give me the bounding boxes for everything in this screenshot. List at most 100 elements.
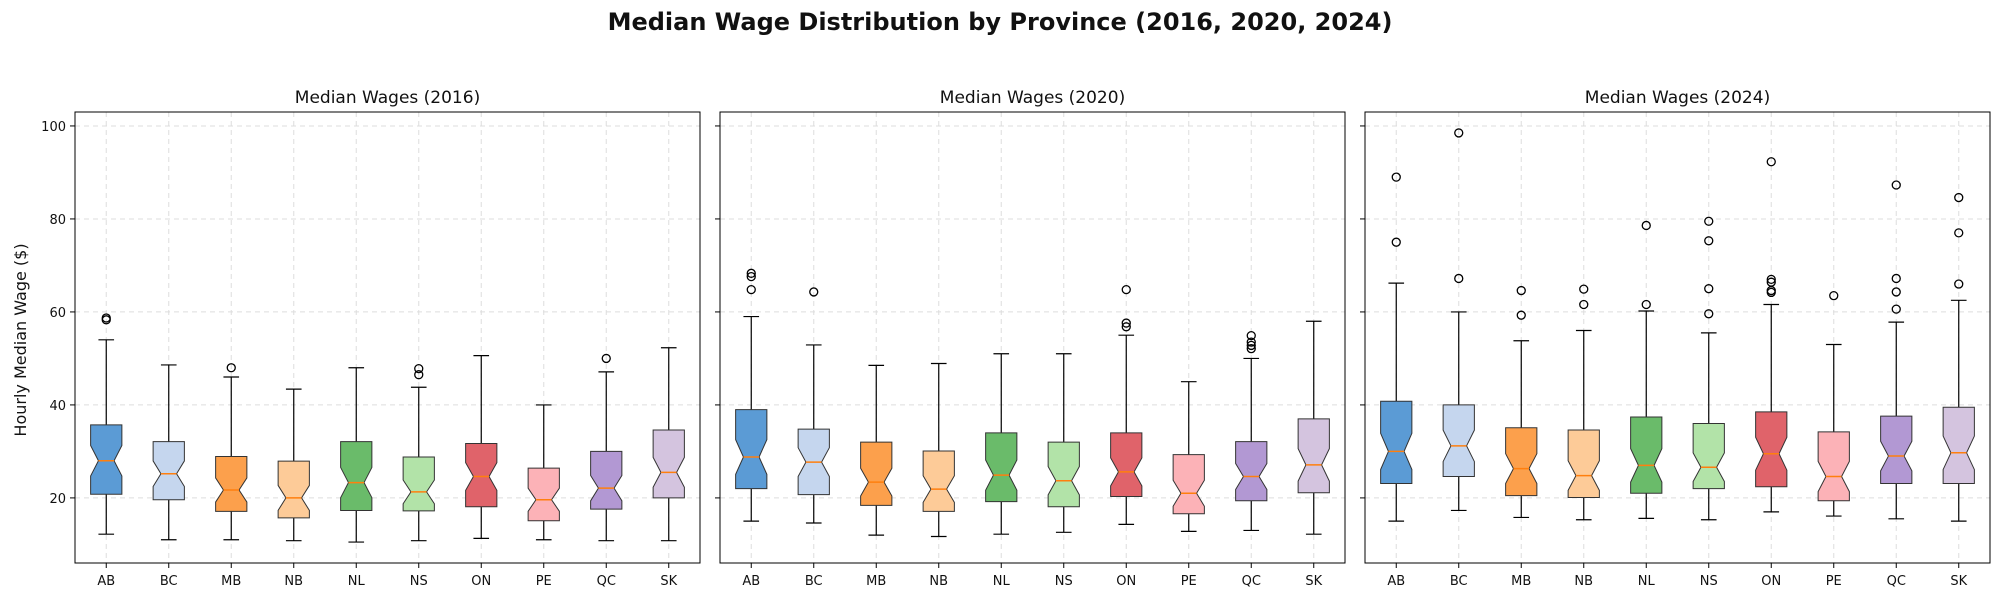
outlier-point <box>1891 273 1901 284</box>
x-tick-label: QC <box>597 574 616 589</box>
box-body <box>922 450 955 512</box>
outlier-point <box>746 268 756 278</box>
x-tick-label: NL <box>348 574 366 589</box>
outlier-point <box>1246 340 1256 351</box>
outlier-point <box>1391 237 1401 247</box>
x-tick-label: MB <box>1511 574 1531 589</box>
x-tick-label: NL <box>1638 574 1656 589</box>
box-QC <box>1235 330 1268 532</box>
box-body <box>735 409 768 490</box>
x-tick-label: SK <box>1305 574 1322 589</box>
outlier-point <box>1829 291 1839 301</box>
box-body <box>1172 454 1205 515</box>
x-tick-label: AB <box>1387 574 1405 589</box>
box-body <box>1567 429 1600 498</box>
x-tick-label: QC <box>1887 574 1906 589</box>
x-tick-label: BC <box>160 574 178 589</box>
x-tick-label: NS <box>1700 574 1718 589</box>
box-body <box>340 441 373 511</box>
box-QC <box>1880 180 1913 520</box>
box-ON <box>1755 157 1788 513</box>
y-tick-label: 80 <box>49 213 66 228</box>
outlier-point <box>1246 330 1256 341</box>
outlier-point <box>1246 337 1256 347</box>
outlier-point <box>1121 322 1131 332</box>
outlier-point <box>1891 180 1901 190</box>
x-tick-label: BC <box>1450 574 1468 589</box>
box-NL <box>985 353 1018 535</box>
y-tick-label: 60 <box>49 306 66 321</box>
box-body <box>1235 441 1268 502</box>
box-NB <box>1567 284 1600 521</box>
outlier-point <box>746 284 756 295</box>
box-PE <box>1172 381 1205 532</box>
outlier-point <box>1516 310 1526 320</box>
outlier-point <box>1766 157 1776 167</box>
outlier-point <box>1641 299 1651 310</box>
panel-title: Median Wages (2016) <box>295 88 480 108</box>
outlier-point <box>1891 287 1901 297</box>
x-tick-label: NB <box>1574 574 1593 589</box>
panel-1: Median Wages (2016) 20 40 60 80 100 AB BC MB NB NL… <box>41 88 701 589</box>
box-body <box>590 450 623 510</box>
box-NB <box>277 388 310 542</box>
box-body <box>1880 415 1913 484</box>
x-tick-label: PE <box>1181 574 1197 589</box>
box-body <box>652 429 685 499</box>
box-BC <box>152 364 185 541</box>
x-tick-label: PE <box>536 574 552 589</box>
outlier-point <box>1704 236 1714 246</box>
box-SK <box>1297 320 1330 535</box>
box-body <box>152 441 185 501</box>
outlier-point <box>101 313 111 323</box>
box-BC <box>1442 128 1475 512</box>
x-tick-label: QC <box>1242 574 1261 589</box>
box-body <box>1047 441 1080 508</box>
outlier-point <box>1704 216 1714 226</box>
box-QC <box>590 353 623 542</box>
outlier-point <box>1891 304 1901 314</box>
box-body <box>1297 418 1330 494</box>
box-body <box>1692 423 1725 490</box>
box-MB <box>215 363 248 541</box>
outlier-point <box>1954 192 1964 203</box>
x-tick-label: MB <box>221 574 241 589</box>
outlier-point <box>601 353 611 364</box>
box-AB <box>90 313 123 535</box>
box-body <box>277 460 310 519</box>
box-body <box>90 424 123 495</box>
box-PE <box>527 404 560 541</box>
x-tick-label: NL <box>993 574 1011 589</box>
outlier-point <box>1391 172 1401 182</box>
y-tick-label: 20 <box>49 492 66 507</box>
outlier-point <box>1641 220 1651 231</box>
x-tick-label: NS <box>410 574 428 589</box>
box-BC <box>797 287 830 524</box>
box-ON <box>465 355 498 539</box>
outlier-point <box>746 271 756 282</box>
y-tick-label: 40 <box>49 399 66 414</box>
x-tick-label: AB <box>742 574 760 589</box>
outlier-point <box>1954 279 1964 289</box>
box-AB <box>735 268 768 522</box>
outlier-point <box>1954 228 1964 238</box>
box-body <box>402 456 435 512</box>
outlier-point <box>1516 285 1526 296</box>
panels: Median Wages (2016) 20 40 60 80 100 AB BC MB NB NL… <box>41 88 1991 589</box>
outlier-point <box>1121 284 1131 295</box>
box-NS <box>1692 216 1725 521</box>
box-PE <box>1817 291 1850 517</box>
x-tick-label: SK <box>1950 574 1967 589</box>
x-tick-label: ON <box>1761 574 1781 589</box>
outlier-point <box>1454 128 1464 138</box>
box-body <box>1755 411 1788 488</box>
x-tick-label: PE <box>1826 574 1842 589</box>
outlier-point <box>226 363 236 373</box>
chart-title: Median Wage Distribution by Province (20… <box>608 8 1393 36</box>
box-NS <box>1047 353 1080 533</box>
panel-title: Median Wages (2024) <box>1585 88 1770 108</box>
box-body <box>1630 416 1663 494</box>
panel-frame <box>719 111 1346 564</box>
box-body <box>860 441 893 506</box>
outlier-point <box>1704 309 1714 319</box>
